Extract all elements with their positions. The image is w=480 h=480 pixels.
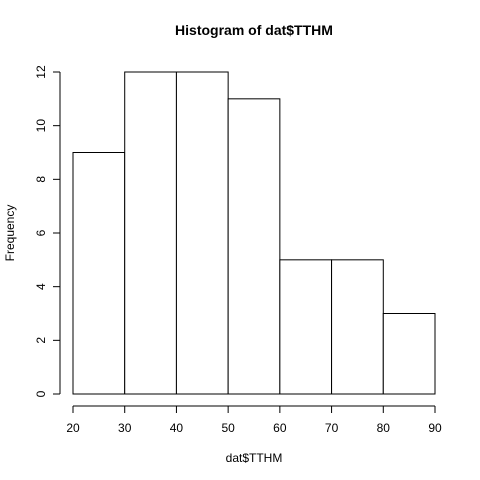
x-tick-label-0: 20 <box>66 421 80 435</box>
y-axis: 0 2 4 6 8 10 12 <box>34 65 61 397</box>
x-tick-label-4: 60 <box>273 421 287 435</box>
x-tick-label-5: 70 <box>325 421 339 435</box>
histogram-bar-5 <box>331 259 384 395</box>
y-tick-label-6: 12 <box>34 65 48 79</box>
y-tick-label-3: 6 <box>34 229 48 236</box>
x-tick-label-3: 50 <box>221 421 235 435</box>
x-axis: 20 30 40 50 60 70 80 90 <box>66 405 442 435</box>
histogram-bar-6 <box>382 313 436 395</box>
y-axis-label: Frequency <box>3 205 17 262</box>
x-tick-label-2: 40 <box>170 421 184 435</box>
histogram-bar-3 <box>227 98 281 395</box>
histogram-bar-4 <box>279 259 333 395</box>
x-tick-label-6: 80 <box>377 421 391 435</box>
histogram-bar-2 <box>175 71 229 395</box>
y-tick-label-0: 0 <box>34 390 48 397</box>
y-tick-label-4: 8 <box>34 176 48 183</box>
y-tick-label-1: 2 <box>34 337 48 344</box>
x-axis-label: dat$TTHM <box>226 451 283 465</box>
chart-title: Histogram of dat$TTHM <box>175 22 333 38</box>
histogram-bars <box>72 71 436 395</box>
histogram-bar-1 <box>124 71 177 395</box>
y-tick-label-5: 10 <box>34 119 48 133</box>
y-tick-label-2: 4 <box>34 283 48 290</box>
x-tick-label-1: 30 <box>118 421 132 435</box>
histogram-bar-0 <box>72 152 126 395</box>
x-tick-label-7: 90 <box>428 421 442 435</box>
